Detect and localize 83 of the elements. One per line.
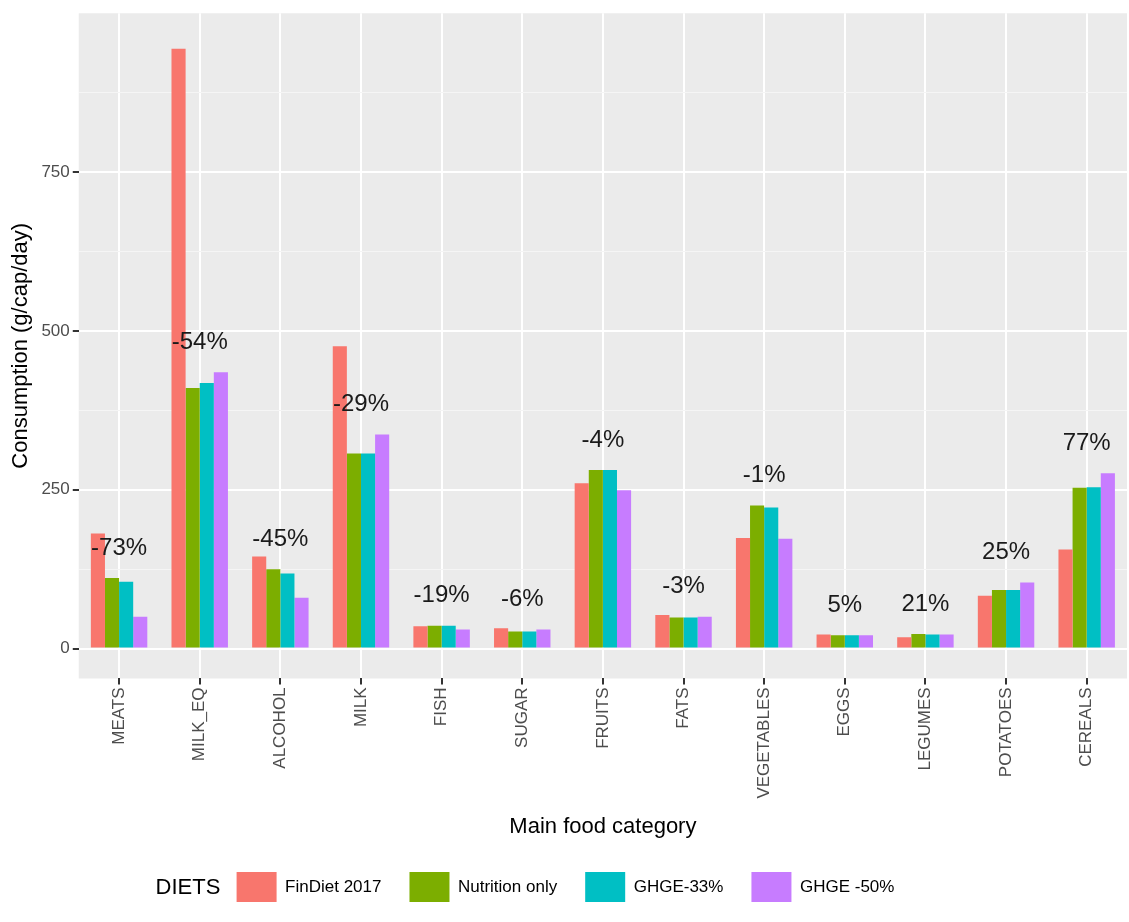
bar — [360, 453, 376, 648]
bar — [213, 372, 228, 648]
bar — [522, 631, 537, 648]
legend-label: GHGE -50% — [799, 876, 895, 896]
x-tick-label: POTATOES — [995, 687, 1015, 778]
legend-title: DIETS — [155, 874, 221, 900]
bar — [858, 635, 873, 648]
bar — [119, 581, 134, 648]
bar — [616, 490, 632, 648]
annotation: -19% — [413, 580, 470, 608]
y-tick-label: 0 — [60, 638, 70, 658]
annotation: -6% — [500, 584, 544, 612]
y-tick-label: 250 — [41, 479, 70, 499]
bar — [294, 597, 309, 648]
annotation: 77% — [1062, 427, 1111, 455]
bar — [844, 635, 859, 648]
x-tick-label: VEGETABLES — [753, 687, 773, 799]
bar — [508, 631, 523, 648]
x-tick-label: FATS — [673, 687, 693, 729]
bar — [346, 453, 361, 648]
bar — [1058, 549, 1073, 648]
bar — [830, 635, 845, 648]
x-tick-label: LEGUMES — [915, 687, 935, 771]
x-tick-label: CEREALS — [1076, 687, 1096, 767]
bar — [455, 629, 470, 648]
x-tick-label: MILK_EQ — [189, 687, 209, 762]
bar — [897, 637, 912, 648]
bar — [1020, 582, 1035, 648]
y-tick-label: 750 — [41, 161, 70, 181]
bar — [991, 590, 1007, 648]
bar — [939, 634, 954, 648]
bar — [199, 382, 214, 648]
annotation: -1% — [742, 460, 786, 488]
bar — [977, 595, 992, 648]
annotation: -3% — [662, 571, 705, 599]
bar — [669, 617, 684, 648]
bar — [252, 556, 267, 648]
bar — [494, 628, 509, 648]
bar — [602, 470, 617, 648]
bar — [588, 470, 603, 648]
bar — [1100, 473, 1115, 648]
bar — [764, 507, 779, 648]
bar — [655, 614, 670, 648]
bar — [280, 573, 295, 648]
bar — [574, 483, 589, 648]
bar — [185, 388, 200, 648]
bar — [413, 626, 428, 648]
bar — [683, 617, 698, 648]
x-tick-label: FRUITS — [592, 687, 612, 749]
bar — [133, 616, 148, 648]
annotation: 21% — [901, 588, 950, 616]
bar — [427, 625, 442, 648]
x-axis-title: Main food category — [509, 812, 697, 838]
bar — [911, 633, 926, 648]
legend-label: FinDiet 2017 — [285, 876, 382, 896]
bar — [750, 505, 765, 648]
x-tick-label: EGGS — [834, 687, 854, 737]
bar — [778, 538, 793, 648]
y-tick-label: 500 — [41, 320, 70, 340]
bar — [104, 578, 120, 648]
legend-label: Nutrition only — [457, 876, 558, 896]
annotation: -45% — [252, 523, 309, 551]
x-tick-label: MILK — [350, 686, 370, 728]
y-axis-title: Consumption (g/cap/day) — [7, 222, 33, 469]
bar — [1086, 487, 1101, 648]
x-tick-label: SUGAR — [511, 687, 531, 748]
bar — [375, 434, 390, 648]
bar — [925, 634, 940, 648]
bar — [1072, 487, 1087, 648]
bar — [536, 629, 551, 648]
annotation: -4% — [581, 424, 625, 452]
bar — [735, 538, 751, 648]
annotation: 25% — [982, 537, 1031, 565]
bar — [266, 569, 281, 648]
x-tick-label: MEATS — [108, 687, 128, 745]
legend-label: GHGE-33% — [633, 876, 724, 896]
annotation: 5% — [827, 589, 863, 617]
bar — [816, 634, 831, 648]
bar — [441, 625, 456, 648]
x-tick-label: ALCOHOL — [270, 687, 290, 769]
bar — [1006, 590, 1021, 648]
bar — [697, 616, 712, 648]
x-tick-label: FISH — [431, 687, 451, 727]
